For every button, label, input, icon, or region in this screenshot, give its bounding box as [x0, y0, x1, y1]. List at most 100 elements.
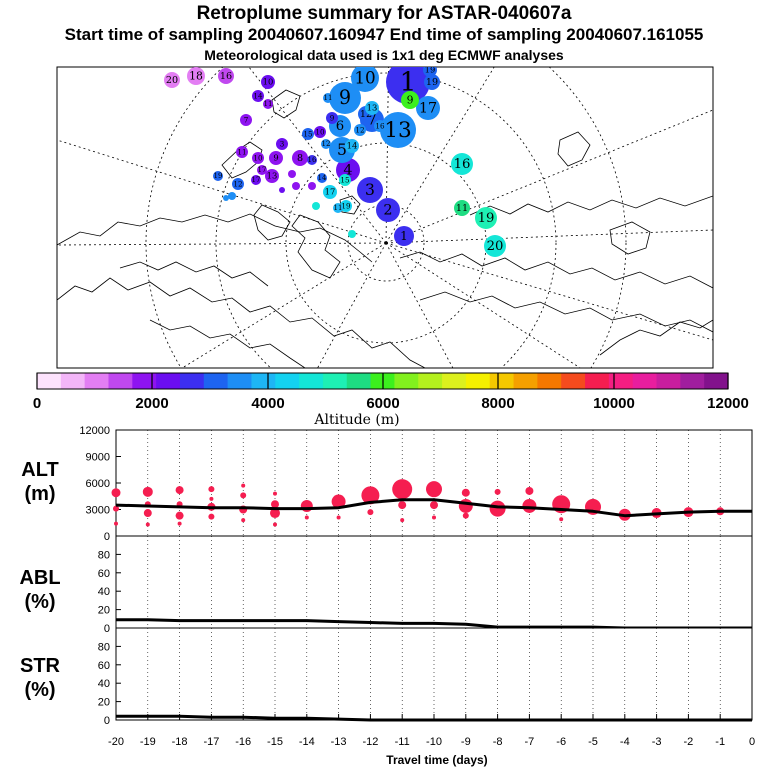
- plume-marker: [265, 169, 279, 183]
- colorbar-swatch: [346, 373, 372, 389]
- y-tick-label: 0: [104, 623, 110, 635]
- cluster-point: [426, 481, 442, 498]
- cluster-point: [461, 488, 470, 497]
- cluster-point: [304, 515, 309, 520]
- abl-ylabel-unit: (%): [24, 591, 55, 613]
- cluster-point: [489, 500, 506, 517]
- plume-marker: [257, 165, 267, 175]
- plume-marker: [263, 99, 273, 109]
- plume-label: 11: [264, 100, 273, 108]
- plume-marker: [416, 96, 440, 120]
- cluster-point: [361, 486, 380, 505]
- str-panel: STR (%) 0 20 40 60 80: [20, 627, 753, 727]
- plume-label: 11: [334, 204, 343, 212]
- colorbar-swatch: [84, 373, 110, 389]
- cluster-point: [175, 486, 184, 495]
- cluster-point: [398, 501, 407, 510]
- x-tick-label: -9: [461, 736, 471, 748]
- plume-marker: [386, 67, 430, 104]
- cluster-point: [241, 483, 246, 488]
- alt-panel: ALT (m) 0 3000 6000 9000 12000: [21, 425, 753, 543]
- colorbar-swatch: [227, 373, 253, 389]
- x-tick-label: -18: [172, 736, 188, 748]
- plume-marker: [340, 200, 352, 212]
- cluster-point: [522, 498, 537, 513]
- y-tick-label: 80: [98, 549, 110, 561]
- abl-panel: ABL (%) 0 20 40 60 80: [19, 535, 753, 635]
- colorbar-swatch: [585, 373, 610, 389]
- plume-marker: [279, 187, 285, 193]
- x-tick-label: -6: [556, 736, 566, 748]
- colorbar-tick-label: 0: [33, 395, 41, 412]
- plume-marker: [454, 200, 470, 216]
- cluster-point: [430, 501, 438, 510]
- colorbar-swatch: [608, 373, 634, 389]
- cluster-point: [271, 500, 279, 509]
- plume-label: 3: [365, 181, 375, 199]
- cluster-point: [177, 521, 182, 526]
- plume-label: 1: [400, 229, 408, 243]
- colorbar-swatch: [704, 373, 729, 389]
- plume-marker: [423, 67, 437, 77]
- x-tick-label: -3: [652, 736, 662, 748]
- colorbar-swatch: [108, 373, 133, 389]
- cluster-point: [240, 492, 247, 499]
- plume-marker: [380, 112, 416, 148]
- plume-marker: [351, 67, 379, 92]
- plume-label: 3: [280, 139, 285, 148]
- x-tick-label: -13: [331, 736, 347, 748]
- colorbar-swatch: [442, 373, 467, 389]
- colorbar-ticks: 0 2000 4000 6000 8000 10000 12000: [33, 373, 749, 412]
- cluster-point: [208, 486, 215, 493]
- x-tick-label: -7: [525, 736, 535, 748]
- chart-title: Retroplume summary for ASTAR-040607a: [196, 3, 572, 24]
- plume-label: 13: [367, 103, 378, 113]
- plume-label: 15: [340, 175, 350, 184]
- cluster-point: [241, 518, 246, 523]
- cluster-point: [175, 511, 184, 520]
- colorbar-swatch: [418, 373, 443, 389]
- plume-marker: [276, 138, 288, 150]
- plume-label: 9: [407, 93, 414, 106]
- colorbar-tick-label: 4000: [251, 395, 284, 412]
- cluster-point: [494, 488, 501, 495]
- colorbar-swatch: [394, 373, 419, 389]
- colorbar-swatch: [203, 373, 229, 389]
- plume-label: 11: [237, 147, 246, 156]
- plume-label: 18: [189, 69, 203, 82]
- plume-label: 12: [233, 179, 242, 188]
- x-tick-label: -15: [267, 736, 283, 748]
- colorbar-swatch: [465, 373, 491, 389]
- colorbar-swatch: [156, 373, 181, 389]
- cluster-point: [142, 486, 153, 497]
- plume-marker: [307, 155, 317, 165]
- y-tick-label: 60: [98, 568, 110, 580]
- map-coastlines: [57, 89, 713, 368]
- y-tick-label: 80: [98, 641, 110, 653]
- plume-label: 16: [220, 71, 232, 82]
- alt-ylabel-name: ALT: [21, 459, 58, 481]
- colorbar-swatch: [561, 373, 586, 389]
- plume-label: 14: [347, 141, 358, 151]
- plume-label: 4: [343, 163, 352, 179]
- y-tick-label: 3000: [86, 505, 110, 517]
- plume-label: 10: [315, 127, 325, 136]
- cluster-point: [114, 521, 118, 526]
- plume-label: 16: [454, 157, 471, 172]
- plume-label: 6: [336, 119, 344, 134]
- plume-label: 20: [166, 75, 178, 86]
- plume-marker: [451, 153, 473, 175]
- plume-label: 16: [375, 121, 385, 130]
- y-tick-label: 9000: [86, 452, 110, 464]
- x-tick-label: -14: [299, 736, 315, 748]
- plume-label: 17: [258, 166, 267, 174]
- plume-label: 10: [263, 77, 274, 87]
- cluster-point: [392, 479, 413, 500]
- cluster-point: [111, 488, 121, 498]
- colorbar-swatch: [60, 373, 86, 389]
- cluster-point: [113, 505, 119, 512]
- plume-marker: [329, 82, 361, 114]
- plume-marker: [302, 128, 314, 140]
